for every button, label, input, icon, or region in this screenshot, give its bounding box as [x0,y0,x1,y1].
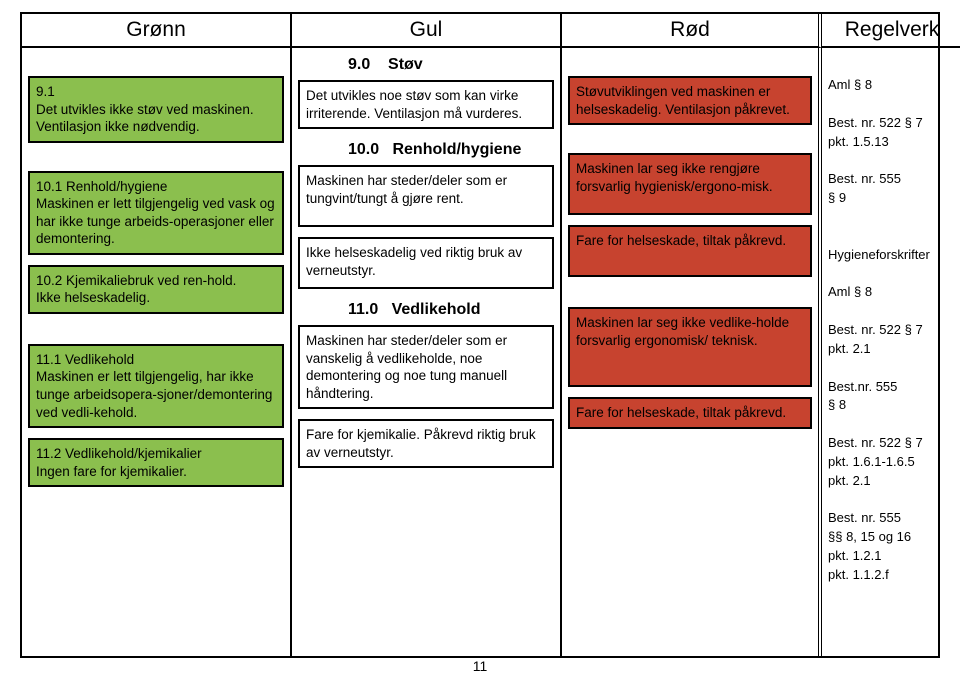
yellow-cell-1: Det utvikles noe støv som kan virke irri… [298,80,554,129]
header-green: Grønn [22,14,292,48]
section-10-title: 10.0 Renhold/hygiene [298,139,554,165]
yellow-cell-5: Fare for kjemikalie. Påkrevd riktig bruk… [298,419,554,468]
green-cell-5: 11.2 Vedlikehold/kjemikalier Ingen fare … [28,438,284,487]
green-cell-2: 10.1 Renhold/hygiene Maskinen er lett ti… [28,171,284,255]
page-number: 11 [20,658,940,674]
header-row: Grønn Gul Rød Regelverk [20,12,940,48]
column-green: 9.1 Det utvikles ikke støv ved maskinen.… [22,48,292,656]
red-cell-3: Fare for helseskade, tiltak påkrevd. [568,225,812,277]
yellow-cell-2: Maskinen har steder/deler som er tungvin… [298,165,554,227]
column-yellow: 9.0 Støv Det utvikles noe støv som kan v… [292,48,562,656]
header-reg: Regelverk [822,14,960,48]
header-red: Rød [562,14,822,48]
section-11-title: 11.0 Vedlikehold [298,299,554,325]
column-red: Støvutviklingen ved maskinen er helseska… [562,48,822,656]
body-row: 9.1 Det utvikles ikke støv ved maskinen.… [20,48,940,658]
regelverk-text: Aml § 8 Best. nr. 522 § 7 pkt. 1.5.13 Be… [828,76,956,585]
column-regelverk: Aml § 8 Best. nr. 522 § 7 pkt. 1.5.13 Be… [822,48,960,656]
red-cell-1: Støvutviklingen ved maskinen er helseska… [568,76,812,125]
red-cell-2: Maskinen lar seg ikke rengjøre forsvarli… [568,153,812,215]
section-9-title: 9.0 Støv [298,54,554,80]
red-cell-4: Maskinen lar seg ikke vedlike-holde fors… [568,307,812,387]
green-cell-1: 9.1 Det utvikles ikke støv ved maskinen.… [28,76,284,143]
header-yellow: Gul [292,14,562,48]
red-cell-5: Fare for helseskade, tiltak påkrevd. [568,397,812,429]
green-cell-4: 11.1 Vedlikehold Maskinen er lett tilgje… [28,344,284,428]
yellow-cell-3: Ikke helseskadelig ved riktig bruk av ve… [298,237,554,289]
green-cell-3: 10.2 Kjemikaliebruk ved ren-hold. Ikke h… [28,265,284,314]
yellow-cell-4: Maskinen har steder/deler som er vanskel… [298,325,554,409]
